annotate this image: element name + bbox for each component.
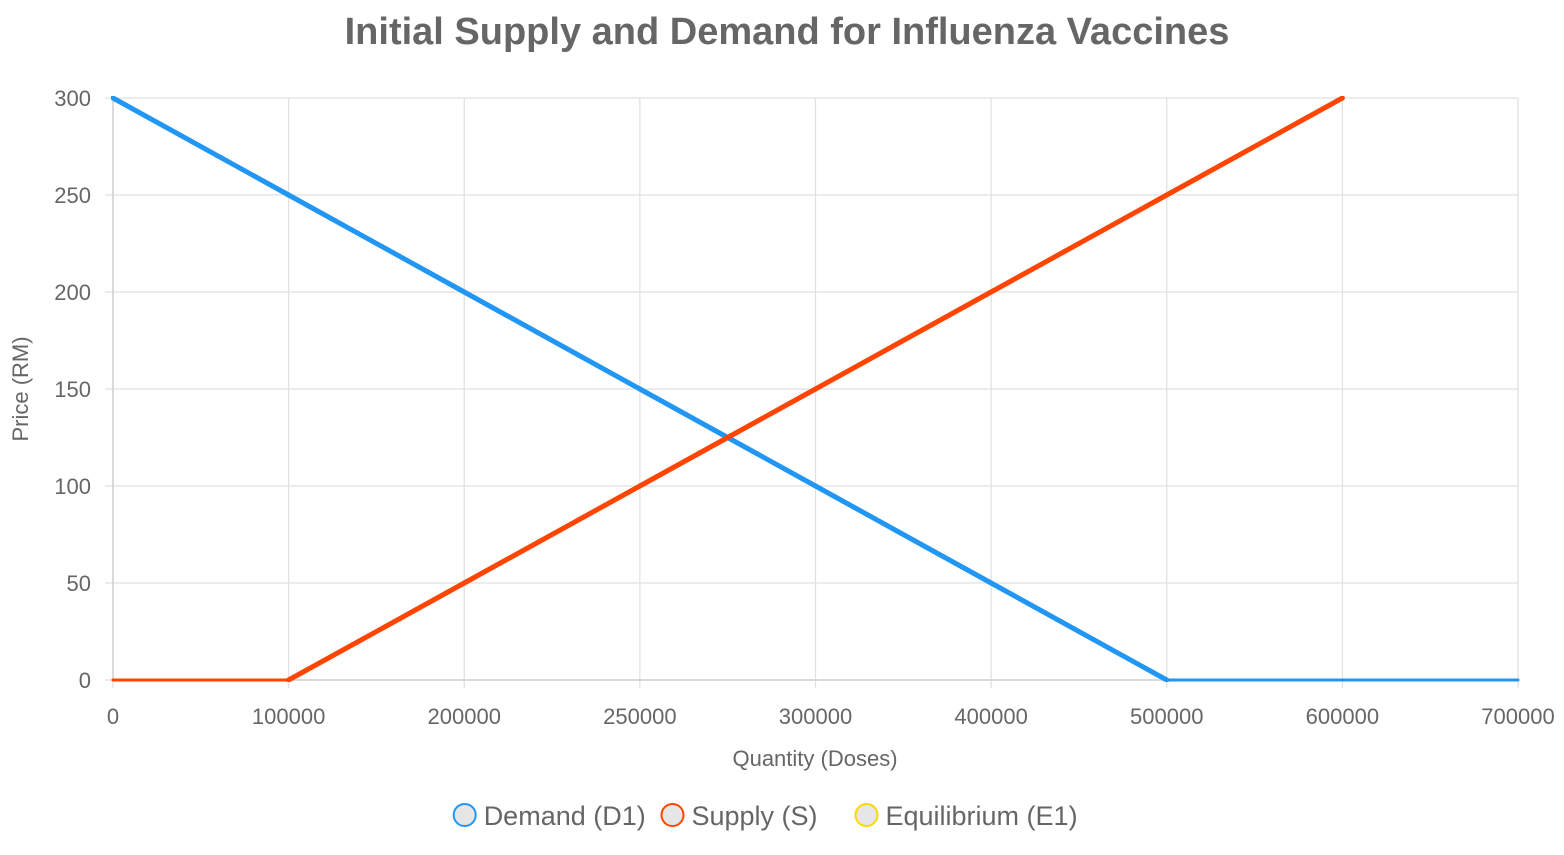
series-group	[111, 96, 1345, 682]
y-tick-label: 200	[54, 280, 91, 305]
legend-label: Demand (D1)	[484, 801, 646, 831]
y-tick-label: 50	[67, 571, 91, 596]
y-tick-label: 150	[54, 377, 91, 402]
x-tick-label: 600000	[1306, 704, 1379, 729]
series-group	[111, 96, 1520, 682]
legend-label: Equilibrium (E1)	[886, 801, 1078, 831]
x-tick-label: 700000	[1481, 704, 1554, 729]
x-tick-label: 0	[107, 704, 119, 729]
series-segment	[988, 580, 1170, 682]
series-segment	[725, 386, 818, 440]
y-tick-label: 250	[54, 183, 91, 208]
axis-layer: 0 100000 200000 250000 300000 400000 500000 600…	[54, 86, 1554, 729]
x-tick-label: 250000	[603, 704, 676, 729]
series-segment	[637, 435, 731, 489]
x-tick-label: 100000	[252, 704, 325, 729]
series-segment	[111, 96, 292, 198]
series-segment	[286, 580, 467, 682]
series-segment	[813, 289, 994, 392]
series-segment	[1164, 96, 1345, 198]
series-segment	[725, 435, 818, 489]
series-segment	[988, 192, 1170, 295]
chart-title: Initial Supply and Demand for Influenza …	[345, 11, 1230, 53]
series-layer	[111, 96, 1520, 682]
y-tick-label: 300	[54, 86, 91, 111]
x-axis-title: Quantity (Doses)	[732, 746, 897, 771]
y-tick-label: 0	[79, 668, 91, 693]
series-segment	[813, 483, 994, 586]
y-tick-label: 100	[54, 474, 91, 499]
legend-label: Supply (S)	[692, 801, 818, 831]
legend-marker	[452, 803, 477, 827]
x-tick-label: 500000	[1130, 704, 1203, 729]
series-segment	[637, 386, 731, 440]
x-tick-label: 300000	[779, 704, 852, 729]
series-segment	[461, 483, 643, 586]
series-segment	[461, 289, 643, 392]
y-axis-title: Price (RM)	[8, 336, 33, 441]
x-tick-label: 400000	[954, 704, 1027, 729]
legend: Demand (D1) Supply (S) Equilibrium (E1)	[452, 801, 1078, 831]
series-segment	[286, 192, 467, 295]
legend-marker	[660, 803, 685, 827]
legend-marker	[854, 803, 879, 827]
x-tick-label: 200000	[428, 704, 501, 729]
